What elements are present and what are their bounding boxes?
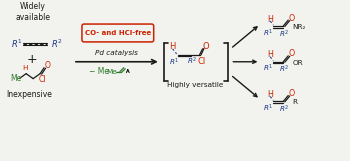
Text: $R^1$: $R^1$ <box>11 38 23 50</box>
Text: NR₂: NR₂ <box>292 24 306 30</box>
Text: O: O <box>288 49 294 58</box>
Text: H: H <box>22 65 28 71</box>
FancyBboxPatch shape <box>82 24 154 42</box>
Text: H: H <box>267 15 273 24</box>
Text: O: O <box>288 14 294 23</box>
Text: Me: Me <box>10 74 21 83</box>
Text: H: H <box>169 42 176 51</box>
Text: O: O <box>288 89 294 98</box>
Text: Highly versatile: Highly versatile <box>167 82 224 88</box>
Text: $R^1$: $R^1$ <box>263 103 273 114</box>
Text: H: H <box>267 50 273 59</box>
Text: $R^2$: $R^2$ <box>279 28 289 40</box>
Text: − Me: − Me <box>89 67 109 76</box>
Text: $R^2$: $R^2$ <box>188 56 198 67</box>
Text: O: O <box>202 42 209 51</box>
Text: CO- and HCl-free: CO- and HCl-free <box>85 30 151 36</box>
Text: Cl: Cl <box>197 57 206 66</box>
Text: Inexpensive: Inexpensive <box>6 90 52 99</box>
Text: Widely
available: Widely available <box>16 2 51 22</box>
Text: $R^1$: $R^1$ <box>169 57 179 68</box>
Text: Me: Me <box>106 69 117 75</box>
Text: $R^1$: $R^1$ <box>263 63 273 74</box>
Text: $R^2$: $R^2$ <box>279 104 289 115</box>
Text: $R^2$: $R^2$ <box>51 38 63 50</box>
Text: OR: OR <box>292 60 303 66</box>
Text: $R^2$: $R^2$ <box>279 64 289 75</box>
Text: O: O <box>44 61 50 70</box>
Text: Cl: Cl <box>38 75 46 84</box>
Text: R: R <box>292 99 297 105</box>
Text: Pd catalysis: Pd catalysis <box>96 50 138 56</box>
Text: $R^1$: $R^1$ <box>263 27 273 39</box>
Text: H: H <box>267 90 273 99</box>
Text: +: + <box>27 53 37 66</box>
